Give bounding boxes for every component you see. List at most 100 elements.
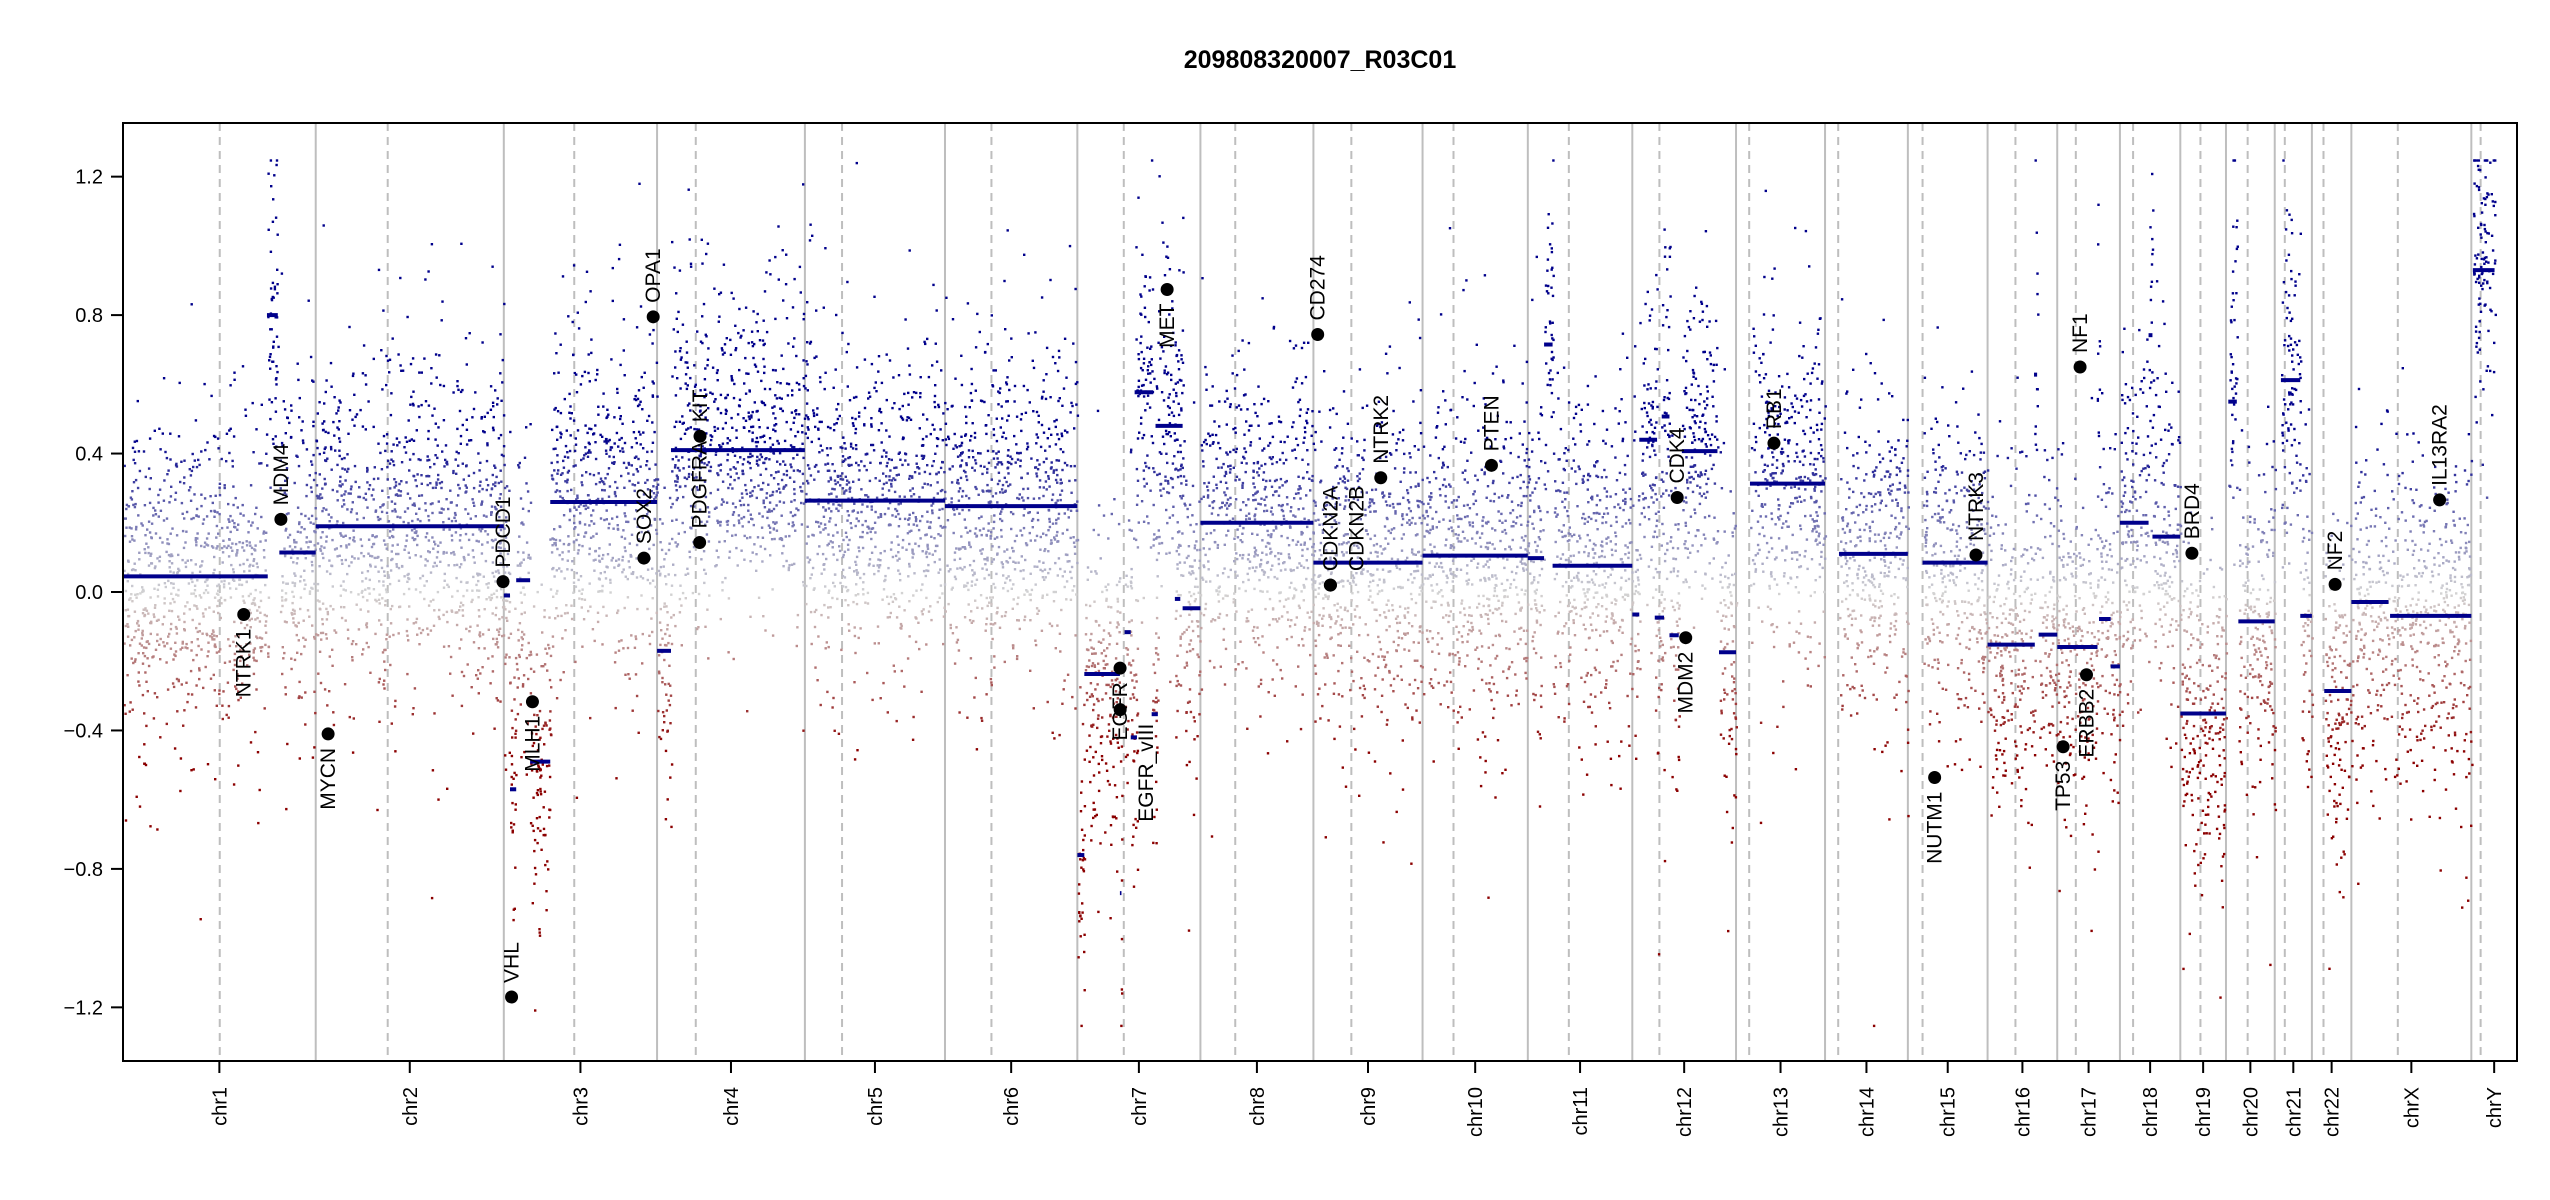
probe-point (501, 634, 504, 638)
probe-point (193, 493, 196, 496)
probe-point (264, 624, 267, 627)
probe-point (850, 496, 854, 500)
probe-point (639, 443, 642, 446)
probe-point (503, 571, 507, 574)
probe-point (752, 310, 755, 313)
probe-point (353, 464, 357, 468)
probe-point (971, 569, 974, 572)
probe-point (594, 457, 598, 461)
probe-point (596, 373, 599, 376)
probe-point (926, 545, 929, 548)
probe-point (810, 573, 813, 576)
probe-point (341, 483, 344, 486)
probe-point (391, 557, 394, 561)
probe-point (773, 405, 776, 408)
probe-point (1022, 526, 1026, 530)
probe-point (136, 593, 139, 596)
probe-point (933, 560, 936, 564)
probe-point (141, 586, 144, 589)
probe-point (854, 431, 857, 435)
probe-point (529, 557, 532, 560)
probe-point (676, 496, 679, 500)
probe-point (383, 574, 386, 577)
probe-point (774, 417, 777, 420)
probe-point (913, 572, 916, 575)
probe-point (181, 512, 184, 515)
probe-point (246, 664, 249, 667)
probe-point (520, 756, 523, 759)
probe-point (367, 552, 370, 555)
probe-point (514, 607, 517, 610)
probe-point (426, 459, 429, 462)
probe-point (269, 328, 272, 331)
probe-point (486, 411, 489, 415)
probe-point (540, 848, 543, 851)
probe-point (1066, 673, 1070, 676)
probe-point (135, 596, 138, 599)
probe-point (845, 350, 848, 354)
probe-point (791, 521, 795, 524)
probe-point (357, 557, 360, 560)
probe-point (330, 385, 333, 388)
probe-point (704, 572, 707, 575)
probe-point (1047, 529, 1050, 532)
probe-point (743, 558, 746, 561)
probe-point (366, 466, 369, 470)
probe-point (387, 496, 390, 499)
probe-point (504, 608, 507, 611)
probe-point (651, 630, 654, 634)
probe-point (1066, 560, 1069, 563)
probe-point (430, 896, 434, 900)
probe-point (1036, 518, 1040, 522)
probe-point (200, 493, 203, 496)
probe-point (286, 476, 289, 480)
probe-point (1022, 384, 1026, 388)
probe-point (772, 451, 775, 454)
probe-point (266, 464, 269, 467)
probe-point (877, 569, 880, 573)
probe-point (900, 669, 903, 673)
probe-point (675, 455, 678, 458)
probe-point (240, 655, 243, 658)
probe-point (1052, 590, 1055, 594)
probe-point (305, 483, 309, 487)
probe-point (761, 515, 764, 518)
probe-point (850, 526, 853, 530)
probe-point (726, 393, 729, 397)
probe-point (603, 482, 606, 486)
probe-point (328, 690, 331, 693)
probe-point (152, 655, 155, 658)
probe-point (508, 751, 511, 754)
probe-point (505, 520, 508, 523)
probe-point (855, 602, 859, 606)
probe-point (594, 424, 597, 427)
probe-point (553, 528, 556, 531)
probe-point (762, 401, 765, 405)
probe-point (355, 603, 358, 606)
probe-point (233, 371, 236, 374)
probe-point (750, 416, 753, 419)
probe-point (388, 358, 392, 361)
probe-point (597, 577, 601, 580)
probe-point (200, 450, 203, 453)
probe-point (908, 562, 911, 566)
probe-point (385, 354, 388, 358)
probe-point (709, 469, 712, 473)
probe-point (427, 404, 431, 407)
probe-point (737, 404, 741, 407)
probe-point (572, 353, 575, 357)
probe-point (465, 486, 468, 489)
probe-point (145, 640, 148, 644)
probe-point (555, 697, 559, 700)
probe-point (395, 563, 398, 566)
probe-point (897, 543, 900, 546)
probe-point (231, 519, 234, 522)
probe-point (596, 611, 600, 614)
probe-point (372, 488, 375, 491)
probe-point (800, 501, 803, 505)
probe-point (847, 623, 850, 626)
probe-point (607, 495, 611, 498)
probe-point (195, 653, 198, 657)
probe-point (286, 582, 289, 585)
probe-point (892, 593, 896, 596)
